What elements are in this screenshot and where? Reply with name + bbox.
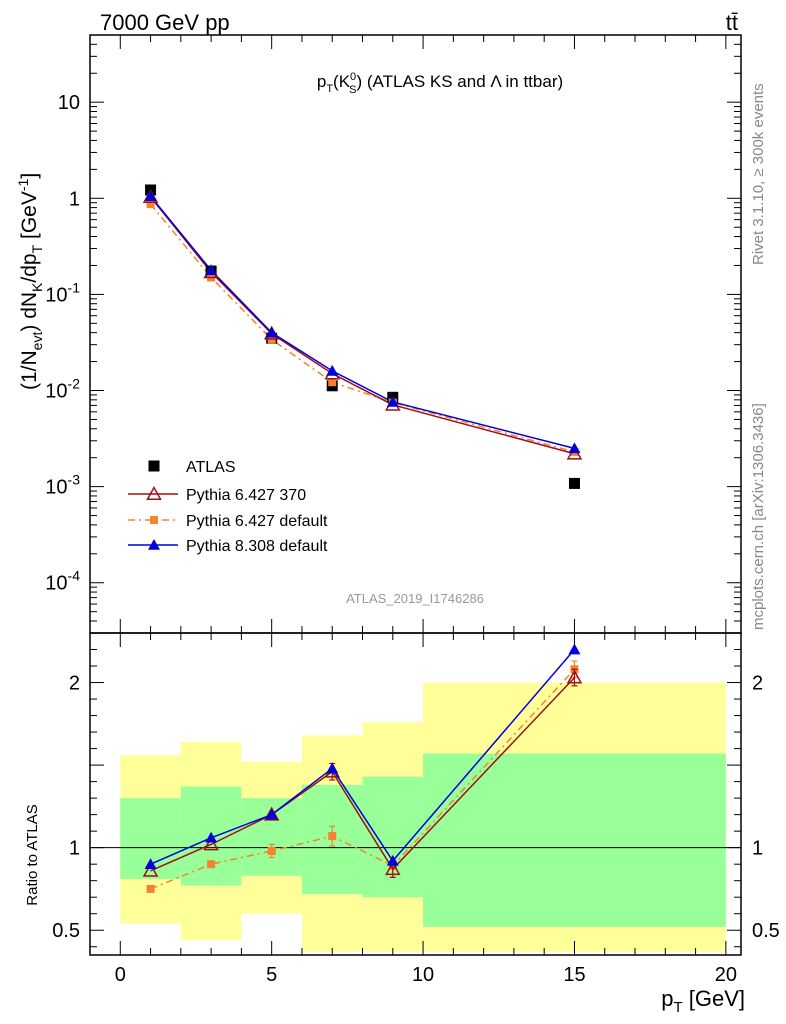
series-line-pythia8-default <box>149 195 575 450</box>
ratio-point-pythia6-370 <box>385 861 401 876</box>
y-tick-label: 2 <box>69 673 80 695</box>
x-axis-label: pT [GeV] <box>661 986 745 1016</box>
legend-label-atlas: ATLAS <box>186 459 236 476</box>
rivet-label: Rivet 3.1.10, ≥ 300k events <box>750 83 767 265</box>
y-tick-label: 1 <box>69 188 80 210</box>
ratio-point-pythia8-default <box>326 762 339 774</box>
ratio-point-pythia6-370 <box>203 836 219 851</box>
ratio-point-pythia6-default <box>267 846 276 855</box>
legend-marker-atlas <box>148 460 160 472</box>
ratio-point-pythia6-default <box>207 860 216 869</box>
ratio-point-pythia8-default <box>568 643 581 655</box>
data-point-pythia8-default <box>326 364 339 376</box>
x-tick-label: 5 <box>266 964 277 986</box>
legend-label-pythia6-370: Pythia 6.427 370 <box>186 487 306 504</box>
ratio-panel: Ratio to ATLAS pT [GeV] 0 5 10 15 20 0.5 0.5 1 1… <box>24 632 780 1016</box>
process-label: tt̄ <box>726 10 738 35</box>
ratio-point-pythia6-default <box>146 884 155 893</box>
ratio-line-pythia6-default <box>150 668 576 890</box>
legend-marker-pythia6-370 <box>146 485 162 500</box>
mcplots-label: mcplots.cern.ch [arXiv:1306.3436] <box>750 403 767 630</box>
data-point-pythia8-default <box>568 442 581 454</box>
x-tick-label: 0 <box>115 964 126 986</box>
ratio-point-pythia8-default <box>386 854 399 866</box>
y-tick-label: 10-3 <box>45 472 80 499</box>
main-panel: pT(K0 S) (ATLAS KS and Λ in ttbar) ATLAS_… <box>15 34 742 634</box>
ratio-point-pythia8-default <box>144 858 157 869</box>
ratio-point-pythia6-370 <box>566 669 583 684</box>
data-point-pythia8-default <box>144 190 157 202</box>
data-point-pythia6-default <box>146 200 155 209</box>
legend-marker-pythia6-default <box>150 516 158 524</box>
y-tick-label: 1 <box>69 838 80 860</box>
ratio-frame <box>89 632 742 956</box>
data-point-atlas <box>568 477 580 489</box>
main-y-axis-label: (1/Nevt) dNK/dpT [GeV-1] <box>15 173 45 390</box>
data-point-pythia8-default <box>205 264 218 276</box>
ratio-point-pythia6-370 <box>263 806 280 821</box>
series-line-pythia6-370 <box>149 196 575 455</box>
ratio-band-green <box>423 753 726 927</box>
y-tick-label: 10 <box>58 92 80 114</box>
y-tick-label: 2 <box>752 673 763 695</box>
series-line-pythia6-default <box>149 203 575 453</box>
y-tick-label: 0.5 <box>52 920 80 942</box>
ratio-point-pythia6-default <box>328 832 337 841</box>
y-tick-label: 1 <box>752 838 763 860</box>
energy-label: 7000 GeV pp <box>100 10 230 35</box>
y-tick-label: 10-1 <box>45 279 80 306</box>
ratio-line-pythia6-370 <box>150 677 576 872</box>
ratio-point-pythia8-default <box>205 831 218 843</box>
legend-label-pythia6-default: Pythia 6.427 default <box>186 513 328 530</box>
y-tick-label: 10-2 <box>45 376 80 403</box>
x-tick-label: 20 <box>715 964 737 986</box>
ratio-point-pythia6-370 <box>142 862 159 877</box>
ratio-point-pythia8-default <box>265 808 278 820</box>
chart-title: pT(K0 S) (ATLAS KS and Λ in ttbar) <box>317 71 563 96</box>
ratio-line-pythia8-default <box>150 649 576 865</box>
legend-label-pythia8-default: Pythia 8.308 default <box>186 538 328 555</box>
data-point-pythia8-default <box>265 326 278 338</box>
x-tick-label: 15 <box>563 964 585 986</box>
y-tick-label: 0.5 <box>752 920 780 942</box>
ratio-y-axis-label: Ratio to ATLAS <box>24 804 41 905</box>
data-point-pythia6-default <box>328 378 337 387</box>
x-tick-label: 10 <box>412 964 434 986</box>
data-point-pythia8-default <box>386 395 399 407</box>
analysis-label: ATLAS_2019_I1746286 <box>346 591 484 606</box>
y-tick-label: 10-4 <box>45 568 80 595</box>
legend-marker-pythia8-default <box>148 539 160 550</box>
